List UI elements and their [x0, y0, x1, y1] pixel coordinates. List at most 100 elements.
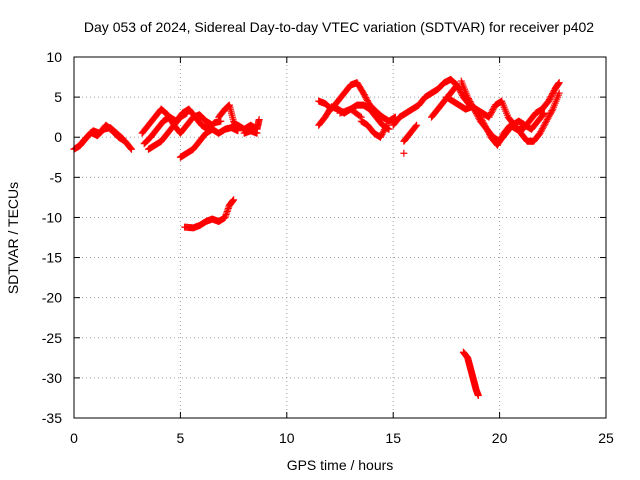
data-point — [380, 127, 388, 135]
data-points — [70, 75, 563, 400]
data-point — [546, 111, 554, 119]
data-point — [467, 99, 475, 107]
data-point — [555, 79, 563, 87]
data-point — [488, 107, 496, 115]
data-point — [117, 133, 125, 141]
data-point — [377, 132, 385, 140]
plot-frame — [73, 56, 607, 419]
y-tick-label: 0 — [54, 129, 62, 145]
data-point — [356, 112, 364, 120]
data-point — [542, 117, 550, 125]
data-point — [465, 96, 473, 104]
data-point — [547, 108, 555, 116]
data-point — [474, 113, 482, 121]
data-point — [378, 130, 386, 138]
data-point — [362, 94, 370, 102]
data-point — [127, 144, 135, 152]
series-U — [459, 348, 482, 400]
data-point — [253, 129, 261, 137]
data-point — [549, 88, 557, 96]
data-point — [118, 134, 126, 142]
data-point — [119, 135, 127, 143]
y-tick-label: 10 — [46, 49, 62, 65]
x-tick-label: 10 — [279, 430, 295, 446]
x-axis-title: GPS time / hours — [287, 457, 394, 473]
data-point — [466, 98, 474, 106]
data-point — [545, 97, 553, 105]
data-point — [474, 392, 482, 400]
data-point — [475, 114, 483, 122]
data-point — [545, 96, 553, 104]
data-point — [485, 113, 493, 121]
data-point — [538, 126, 546, 134]
data-point — [464, 95, 472, 103]
data-point — [380, 126, 388, 134]
y-tick-label: -5 — [50, 169, 63, 185]
data-point — [538, 125, 546, 133]
data-point — [359, 89, 367, 97]
data-point — [363, 95, 371, 103]
series-B — [74, 124, 127, 151]
series-R — [457, 77, 548, 145]
series-E — [144, 109, 191, 153]
y-tick-label: -15 — [42, 250, 62, 266]
series-N — [336, 105, 365, 121]
data-point — [537, 128, 545, 136]
data-point — [473, 111, 481, 119]
data-point — [472, 108, 480, 116]
data-point — [487, 110, 495, 118]
data-point — [381, 124, 389, 132]
data-point — [127, 145, 135, 153]
y-tick-label: -35 — [42, 410, 62, 426]
data-point — [548, 107, 556, 115]
y-tick-label: -10 — [42, 209, 62, 225]
data-point — [469, 104, 477, 112]
series-T — [400, 149, 408, 157]
x-tick-label: 20 — [492, 430, 508, 446]
data-point — [455, 84, 463, 92]
y-tick-label: -30 — [42, 370, 62, 386]
data-point — [413, 121, 421, 129]
data-point — [400, 149, 408, 157]
data-point — [540, 109, 548, 117]
data-point — [549, 90, 557, 98]
axis-ticks: 0 5 10 15 20 25 10 5 0 -5 -10 -15 -20 -25 -30 -35 — [42, 49, 614, 446]
y-axis-title: SDTVAR / TECUs — [5, 182, 21, 294]
series-M — [357, 117, 391, 141]
data-point — [255, 116, 263, 124]
data-point — [468, 101, 476, 109]
data-point — [361, 92, 369, 100]
data-point — [540, 122, 548, 130]
data-point — [383, 121, 391, 129]
y-tick-label: 5 — [54, 89, 62, 105]
data-point — [357, 113, 365, 121]
data-point — [539, 123, 547, 131]
data-point — [548, 91, 556, 99]
data-point — [541, 120, 549, 128]
data-point — [544, 114, 552, 122]
data-point — [230, 196, 238, 204]
data-point — [542, 119, 550, 127]
data-point — [486, 112, 494, 120]
data-point — [471, 107, 479, 115]
data-point — [458, 90, 466, 98]
x-tick-label: 15 — [385, 430, 401, 446]
data-point — [547, 93, 555, 101]
data-point — [217, 117, 225, 125]
data-point — [536, 129, 544, 137]
data-point — [379, 129, 387, 137]
x-tick-label: 0 — [70, 430, 78, 446]
data-point — [470, 105, 478, 113]
series-S — [400, 121, 421, 145]
series-J — [181, 196, 238, 232]
series-I — [240, 127, 261, 137]
data-point — [412, 122, 420, 130]
x-tick-label: 25 — [598, 430, 614, 446]
data-point — [490, 104, 498, 112]
data-point — [464, 93, 472, 101]
data-point — [487, 109, 495, 117]
data-point — [360, 91, 368, 99]
data-point — [545, 113, 553, 121]
